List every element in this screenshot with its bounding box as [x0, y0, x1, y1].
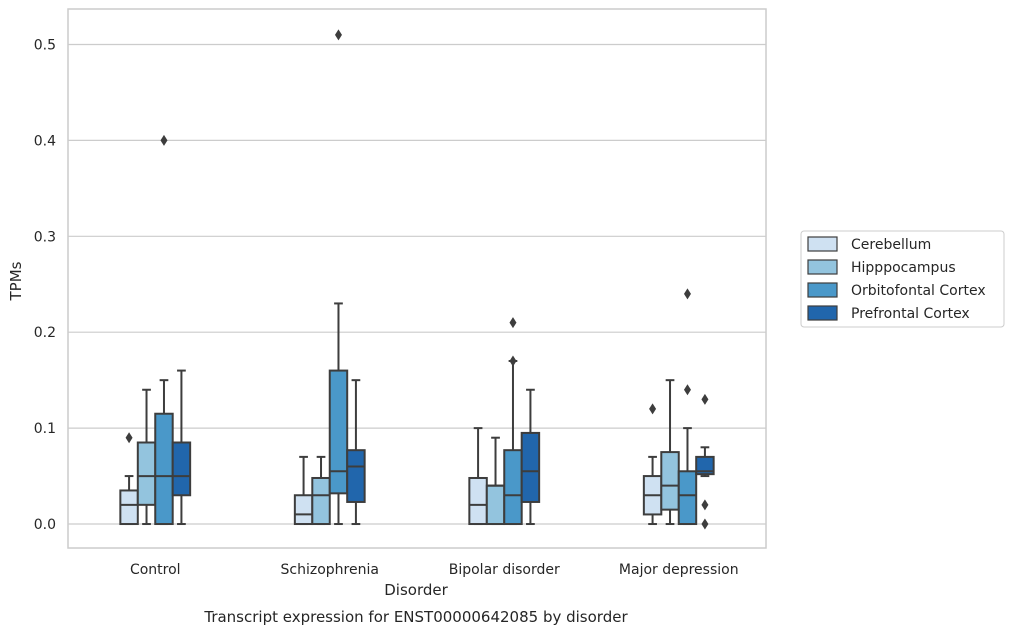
y-axis-ticks: 0.0 0.1 0.2 0.3 0.4 0.5 — [34, 37, 56, 533]
box-orbitofontal-cortex — [328, 29, 349, 526]
y-tick-label: 0.2 — [34, 325, 56, 341]
box-orbitofontal-cortex — [503, 317, 523, 526]
x-tick-label: Major depression — [619, 562, 739, 578]
legend-entry-label: Prefrontal Cortex — [851, 306, 970, 322]
box-orbitofontal-cortex — [154, 134, 174, 526]
y-tick-label: 0.0 — [34, 517, 56, 533]
box-iqr — [293, 494, 314, 526]
box-iqr — [485, 484, 506, 526]
box-iqr — [503, 449, 523, 526]
y-tick-label: 0.3 — [34, 229, 56, 245]
legend-entry-label: Cerebellum — [851, 237, 931, 253]
box-cerebellum — [293, 455, 314, 526]
box-cerebellum — [642, 403, 663, 526]
legend: Cerebellum Hipppocampus Orbitofontal Corte… — [800, 230, 1005, 328]
legend-entry-label: Hipppocampus — [851, 260, 956, 276]
outlier-point — [701, 393, 709, 405]
box-iqr — [695, 455, 715, 476]
x-tick-label: Schizophrenia — [281, 562, 379, 578]
box-iqr — [660, 451, 680, 511]
outlier-point — [334, 29, 342, 41]
x-tick-label: Bipolar disorder — [449, 562, 560, 578]
box-cerebellum — [468, 427, 488, 526]
box-prefrontal-cortex — [520, 388, 541, 526]
outlier-point — [701, 518, 709, 530]
box-prefrontal-cortex — [695, 393, 715, 530]
y-tick-label: 0.5 — [34, 37, 56, 53]
x-axis-ticks: Control Schizophrenia Bipolar disorder Majo… — [130, 562, 739, 578]
x-tick-label: Control — [130, 562, 181, 578]
outlier-point — [509, 355, 517, 367]
box-iqr — [520, 431, 541, 503]
box-iqr — [346, 449, 366, 503]
box-prefrontal-cortex — [171, 369, 192, 526]
legend-swatch — [807, 305, 838, 321]
box-hipppocampus — [311, 455, 331, 526]
outlier-point — [649, 403, 657, 415]
legend-entry-label: Orbitofontal Cortex — [851, 283, 986, 299]
box-prefrontal-cortex — [346, 379, 366, 526]
outlier-point — [683, 288, 691, 300]
box-orbitofontal-cortex — [677, 288, 698, 526]
outlier-point — [701, 499, 709, 511]
chart-caption: Transcript expression for ENST0000064208… — [203, 608, 628, 626]
plot-area — [119, 29, 715, 530]
box-iqr — [154, 412, 174, 526]
box-cerebellum — [119, 432, 139, 526]
x-axis-title: Disorder — [384, 581, 448, 599]
box-iqr — [311, 476, 331, 526]
box-hipppocampus — [660, 379, 680, 526]
box-iqr — [468, 476, 488, 526]
box-hipppocampus — [485, 436, 506, 526]
box-iqr — [136, 441, 157, 506]
outlier-point — [683, 384, 691, 396]
box-hipppocampus — [136, 388, 157, 526]
box-iqr — [328, 369, 349, 495]
legend-swatch — [807, 259, 838, 275]
outlier-point — [125, 432, 133, 444]
outlier-point — [509, 317, 517, 329]
legend-frame — [800, 230, 1005, 328]
legend-swatch — [807, 282, 838, 298]
plot-frame — [67, 8, 767, 549]
box-iqr — [171, 441, 192, 497]
y-tick-label: 0.1 — [34, 421, 56, 437]
y-axis-title: TPMs — [7, 261, 25, 301]
outlier-point — [160, 134, 168, 146]
legend-swatch — [807, 236, 838, 252]
y-tick-label: 0.4 — [34, 133, 56, 149]
box-iqr — [677, 470, 698, 526]
box-iqr — [119, 489, 139, 526]
